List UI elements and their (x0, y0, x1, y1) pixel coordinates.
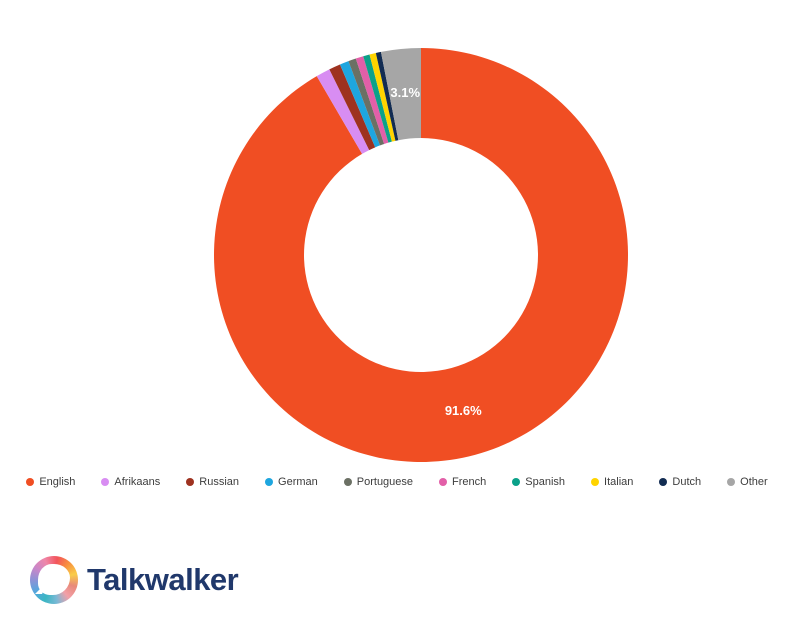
legend-item-italian[interactable]: Italian (591, 476, 633, 488)
legend-label: Dutch (672, 476, 702, 488)
chart-legend: English Afrikaans Russian German Portuguese F… (0, 476, 794, 488)
legend-item-afrikaans[interactable]: Afrikaans (101, 476, 160, 488)
legend-dot-icon (101, 478, 110, 486)
slice-other[interactable] (380, 48, 421, 141)
legend-label: French (452, 476, 487, 488)
legend-label: Russian (199, 476, 240, 488)
slice-spanish[interactable] (363, 54, 392, 143)
legend-dot-icon (343, 478, 352, 486)
legend-item-other[interactable]: Other (727, 476, 768, 488)
legend-label: Afrikaans (114, 476, 161, 488)
legend-item-german[interactable]: German (265, 476, 318, 488)
brand-wordmark: Talkwalker (87, 562, 239, 597)
legend-dot-icon (591, 478, 600, 486)
data-label-english: 91.6% (445, 403, 482, 418)
slice-dutch[interactable] (375, 51, 399, 141)
legend-item-english[interactable]: English (26, 476, 75, 488)
slice-german[interactable] (339, 61, 380, 148)
legend-dot-icon (186, 478, 195, 486)
legend-label: Spanish (525, 476, 566, 488)
donut-chart: 91.6% 3.1% (213, 48, 628, 462)
legend-label: Portuguese (356, 476, 414, 488)
legend-item-french[interactable]: French (439, 476, 486, 488)
talkwalker-swirl-icon (30, 556, 78, 604)
slice-italian[interactable] (369, 52, 396, 142)
legend-label: German (278, 476, 318, 488)
legend-label: English (39, 476, 76, 488)
legend-item-dutch[interactable]: Dutch (659, 476, 701, 488)
slice-english[interactable] (213, 48, 628, 462)
slice-russian[interactable] (329, 64, 376, 151)
legend-dot-icon (26, 478, 35, 486)
legend-dot-icon (659, 478, 668, 486)
legend-dot-icon (512, 478, 521, 486)
legend-item-portuguese[interactable]: Portuguese (343, 476, 414, 488)
slice-afrikaans[interactable] (316, 69, 370, 154)
speech-bubble-shape (38, 564, 70, 595)
legend-label: Other (740, 476, 768, 488)
data-label-other: 3.1% (390, 85, 420, 100)
legend-item-russian[interactable]: Russian (186, 476, 239, 488)
legend-item-spanish[interactable]: Spanish (512, 476, 565, 488)
slice-portuguese[interactable] (348, 58, 385, 146)
legend-dot-icon (439, 478, 448, 486)
legend-dot-icon (265, 478, 274, 486)
legend-dot-icon (727, 478, 736, 486)
legend-label: Italian (604, 476, 634, 488)
talkwalker-logo: Talkwalker (30, 556, 239, 604)
slice-french[interactable] (355, 56, 389, 144)
